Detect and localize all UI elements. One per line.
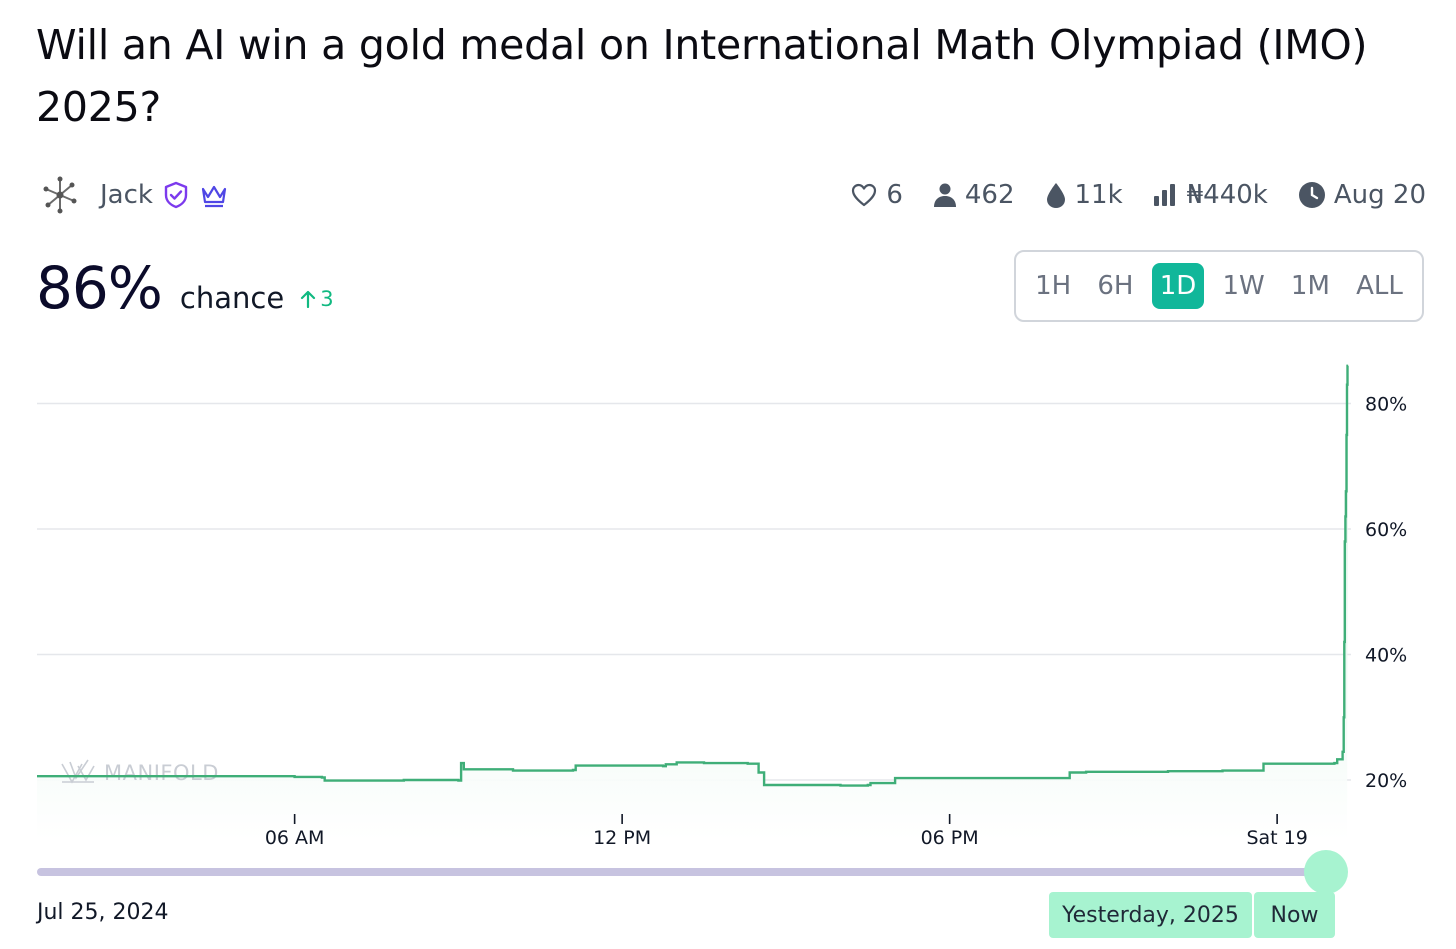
probability-label: chance (179, 281, 285, 315)
period-1h[interactable]: 1H (1035, 271, 1072, 301)
range-start-date: Jul 25, 2024 (37, 900, 169, 925)
y-tick-label: 60% (1365, 519, 1407, 541)
y-tick-label: 80% (1365, 394, 1407, 416)
author-name[interactable]: Jack (100, 180, 153, 210)
market-title: Will an AI win a gold medal on Internati… (36, 21, 1368, 131)
arrow-up-icon (301, 290, 316, 308)
probability-change-value: 3 (320, 287, 334, 311)
bar-chart-icon (1153, 184, 1175, 206)
market-stats: 6 462 11k ₦440k Aug 20 (820, 172, 1426, 218)
droplet-icon (1046, 183, 1065, 208)
avatar[interactable] (40, 175, 80, 215)
x-tick-label: 06 AM (265, 827, 325, 849)
watermark-text: MANIFOLD (104, 761, 219, 785)
volume-value: ₦440k (1186, 180, 1268, 210)
likes-count: 6 (886, 180, 903, 210)
time-range-slider-handle[interactable] (1304, 850, 1348, 894)
crown-icon (201, 185, 227, 208)
probability-chart: MANIFOLD 20% 40% 60% 80% 06 AM 12 PM 06 PM Sat… (37, 364, 1407, 894)
time-range-slider-track[interactable] (37, 868, 1337, 876)
range-end-pill-now[interactable]: Now (1254, 892, 1335, 938)
person-icon (933, 183, 956, 207)
period-1m[interactable]: 1M (1290, 271, 1330, 301)
period-1d[interactable]: 1D (1151, 263, 1205, 309)
period-6h[interactable]: 6H (1097, 271, 1134, 301)
probability-area (37, 365, 1349, 840)
author-row: Jack (40, 172, 229, 218)
close-date-stat: Aug 20 (1298, 180, 1426, 210)
y-tick-label: 20% (1365, 770, 1407, 792)
x-tick-label: 06 PM (921, 827, 979, 849)
time-period-selector: 1H 6H 1D 1W 1M ALL (1014, 250, 1424, 322)
x-tick-label: 12 PM (593, 827, 651, 849)
liquidity-value: 11k (1074, 180, 1123, 210)
range-end-pill-yesterday[interactable]: Yesterday, 2025 (1049, 892, 1252, 938)
clock-icon (1298, 182, 1325, 208)
manifold-logo-icon (61, 759, 95, 784)
close-date: Aug 20 (1333, 180, 1426, 210)
volume-stat: ₦440k (1153, 180, 1268, 210)
probability-change: 3 (300, 287, 334, 311)
y-tick-label: 40% (1365, 645, 1407, 667)
traders-stat: 462 (933, 180, 1015, 210)
probability-value: 86% (36, 254, 163, 322)
shield-check-icon (164, 181, 188, 209)
probability-display: 86% chance 3 (36, 254, 334, 322)
x-tick-label: Sat 19 (1246, 827, 1307, 849)
traders-count: 462 (964, 180, 1015, 210)
probability-line[interactable] (37, 364, 1349, 787)
heart-icon (852, 183, 877, 207)
period-1w[interactable]: 1W (1222, 271, 1265, 301)
likes-stat[interactable]: 6 (850, 180, 903, 210)
manifold-watermark: MANIFOLD (61, 759, 219, 785)
liquidity-stat: 11k (1045, 180, 1123, 210)
period-all[interactable]: ALL (1356, 271, 1403, 301)
